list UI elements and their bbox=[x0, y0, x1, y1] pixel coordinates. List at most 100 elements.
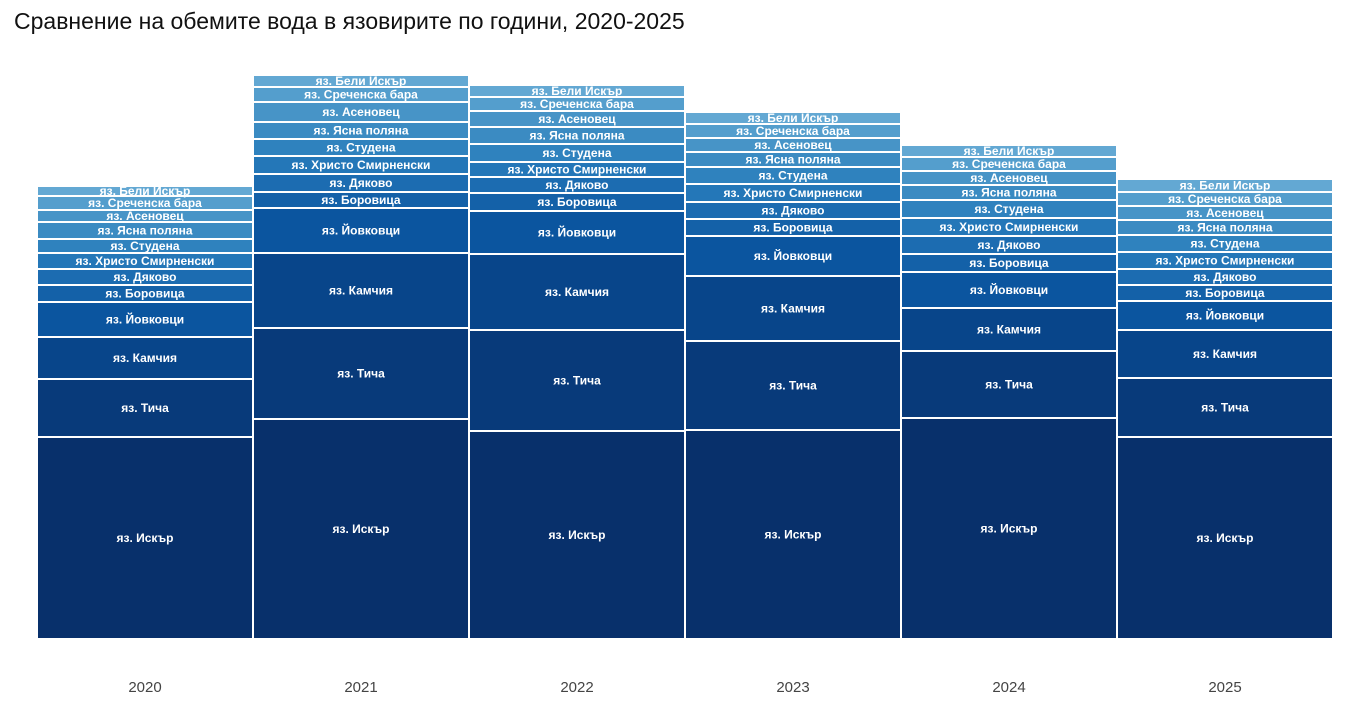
segment-label: яз. Тича bbox=[121, 401, 169, 415]
segment-label: яз. Тича bbox=[553, 374, 601, 388]
bar-segment bbox=[900, 144, 1118, 158]
x-tick-label: 2021 bbox=[344, 679, 377, 696]
segment-label: яз. Христо Смирненски bbox=[508, 163, 647, 177]
bar-segment bbox=[1116, 377, 1334, 438]
segment-label: яз. Боровица bbox=[753, 221, 833, 235]
bar-segment bbox=[252, 207, 470, 254]
bar-segment bbox=[900, 350, 1118, 419]
bar-segment bbox=[252, 252, 470, 329]
segment-label: яз. Среченска бара bbox=[1168, 192, 1282, 206]
segment-label: яз. Боровица bbox=[321, 193, 401, 207]
segment-label: яз. Йовковци bbox=[754, 248, 832, 263]
segment-label: яз. Ясна поляна bbox=[529, 129, 624, 143]
segment-label: яз. Асеновец bbox=[322, 105, 400, 119]
segment-label: яз. Бели Искър bbox=[100, 184, 191, 198]
segment-label: яз. Камчия bbox=[545, 285, 609, 299]
bar-segment bbox=[468, 210, 686, 255]
segment-label: яз. Бели Искър bbox=[964, 144, 1055, 158]
segment-label: яз. Дяково bbox=[546, 178, 609, 192]
segment-label: яз. Ясна поляна bbox=[745, 153, 840, 167]
segment-label: яз. Студена bbox=[326, 141, 395, 155]
segment-label: яз. Йовковци bbox=[322, 223, 400, 238]
segment-label: яз. Дяково bbox=[330, 176, 393, 190]
bar-segment bbox=[36, 436, 254, 640]
segment-label: яз. Среченска бара bbox=[952, 157, 1066, 171]
bar-segment bbox=[468, 253, 686, 331]
bar-segment bbox=[684, 111, 902, 125]
segment-label: яз. Искър bbox=[332, 522, 389, 536]
segment-label: яз. Асеновец bbox=[970, 171, 1048, 185]
segment-label: яз. Искър bbox=[548, 528, 605, 542]
segment-label: яз. Боровица bbox=[1185, 286, 1265, 300]
segment-label: яз. Бели Искър bbox=[1180, 179, 1271, 193]
segment-label: яз. Тича bbox=[337, 367, 385, 381]
bar-segment bbox=[36, 301, 254, 338]
segment-label: яз. Ясна поляна bbox=[1177, 221, 1272, 235]
bar-segment bbox=[900, 307, 1118, 352]
bar-segment bbox=[252, 74, 470, 88]
segment-label: яз. Камчия bbox=[1193, 347, 1257, 361]
segment-label: яз. Йовковци bbox=[538, 225, 616, 240]
segment-label: яз. Искър bbox=[116, 531, 173, 545]
segment-label: яз. Йовковци bbox=[1186, 308, 1264, 323]
segment-label: яз. Искър bbox=[980, 522, 1037, 536]
segment-label: яз. Среченска бара bbox=[520, 97, 634, 111]
bar-segment bbox=[1116, 178, 1334, 193]
segment-label: яз. Христо Смирненски bbox=[1156, 254, 1295, 268]
segment-label: яз. Бели Искър bbox=[748, 111, 839, 125]
segment-label: яз. Йовковци bbox=[970, 282, 1048, 297]
x-tick-label: 2020 bbox=[128, 679, 161, 696]
segment-label: яз. Студена bbox=[758, 169, 827, 183]
segment-label: яз. Бели Искър bbox=[532, 84, 623, 98]
segment-label: яз. Студена bbox=[1190, 237, 1259, 251]
segment-label: яз. Студена bbox=[542, 146, 611, 160]
segment-label: яз. Ясна поляна bbox=[961, 186, 1056, 200]
chart-title: Сравнение на обемите вода в язовирите по… bbox=[14, 8, 685, 34]
segment-label: яз. Камчия bbox=[329, 284, 393, 298]
segment-label: яз. Христо Смирненски bbox=[724, 186, 863, 200]
segment-label: яз. Камчия bbox=[113, 351, 177, 365]
segment-label: яз. Асеновец bbox=[754, 138, 832, 152]
x-tick-label: 2022 bbox=[560, 679, 593, 696]
segment-label: яз. Дяково bbox=[114, 270, 177, 284]
segment-label: яз. Среченска бара bbox=[88, 196, 202, 210]
x-tick-label: 2024 bbox=[992, 679, 1025, 696]
segment-label: яз. Боровица bbox=[105, 287, 185, 301]
segment-label: яз. Дяково bbox=[978, 238, 1041, 252]
segment-label: яз. Асеновец bbox=[106, 209, 184, 223]
bar-segment bbox=[1116, 436, 1334, 640]
segment-label: яз. Асеновец bbox=[1186, 206, 1264, 220]
segment-label: яз. Студена bbox=[974, 202, 1043, 216]
segment-label: яз. Камчия bbox=[977, 323, 1041, 337]
bar-segment bbox=[252, 327, 470, 420]
bar-segment bbox=[468, 84, 686, 98]
segment-label: яз. Христо Смирненски bbox=[76, 254, 215, 268]
segment-label: яз. Искър bbox=[764, 528, 821, 542]
bar-segment bbox=[468, 329, 686, 432]
segment-label: яз. Среченска бара bbox=[736, 124, 850, 138]
segment-label: яз. Христо Смирненски bbox=[292, 158, 431, 172]
segment-label: яз. Искър bbox=[1196, 531, 1253, 545]
segment-label: яз. Среченска бара bbox=[304, 88, 418, 102]
segment-label: яз. Тича bbox=[985, 378, 1033, 392]
segment-label: яз. Дяково bbox=[762, 204, 825, 218]
segment-label: яз. Студена bbox=[110, 239, 179, 253]
bar-segment bbox=[36, 336, 254, 380]
segment-label: яз. Тича bbox=[1201, 401, 1249, 415]
segment-label: яз. Йовковци bbox=[106, 312, 184, 327]
segment-label: яз. Боровица bbox=[537, 195, 617, 209]
x-tick-label: 2025 bbox=[1208, 679, 1241, 696]
bar-segment bbox=[900, 271, 1118, 309]
segment-label: яз. Ясна поляна bbox=[97, 224, 192, 238]
segment-label: яз. Христо Смирненски bbox=[940, 220, 1079, 234]
bar-segment bbox=[468, 430, 686, 640]
segment-label: яз. Тича bbox=[769, 379, 817, 393]
segment-label: яз. Камчия bbox=[761, 302, 825, 316]
segment-label: яз. Бели Искър bbox=[316, 74, 407, 88]
bar-segment bbox=[1116, 329, 1334, 379]
segment-label: яз. Дяково bbox=[1194, 270, 1257, 284]
segment-label: яз. Ясна поляна bbox=[313, 124, 408, 138]
x-tick-label: 2023 bbox=[776, 679, 809, 696]
segment-label: яз. Боровица bbox=[969, 256, 1049, 270]
